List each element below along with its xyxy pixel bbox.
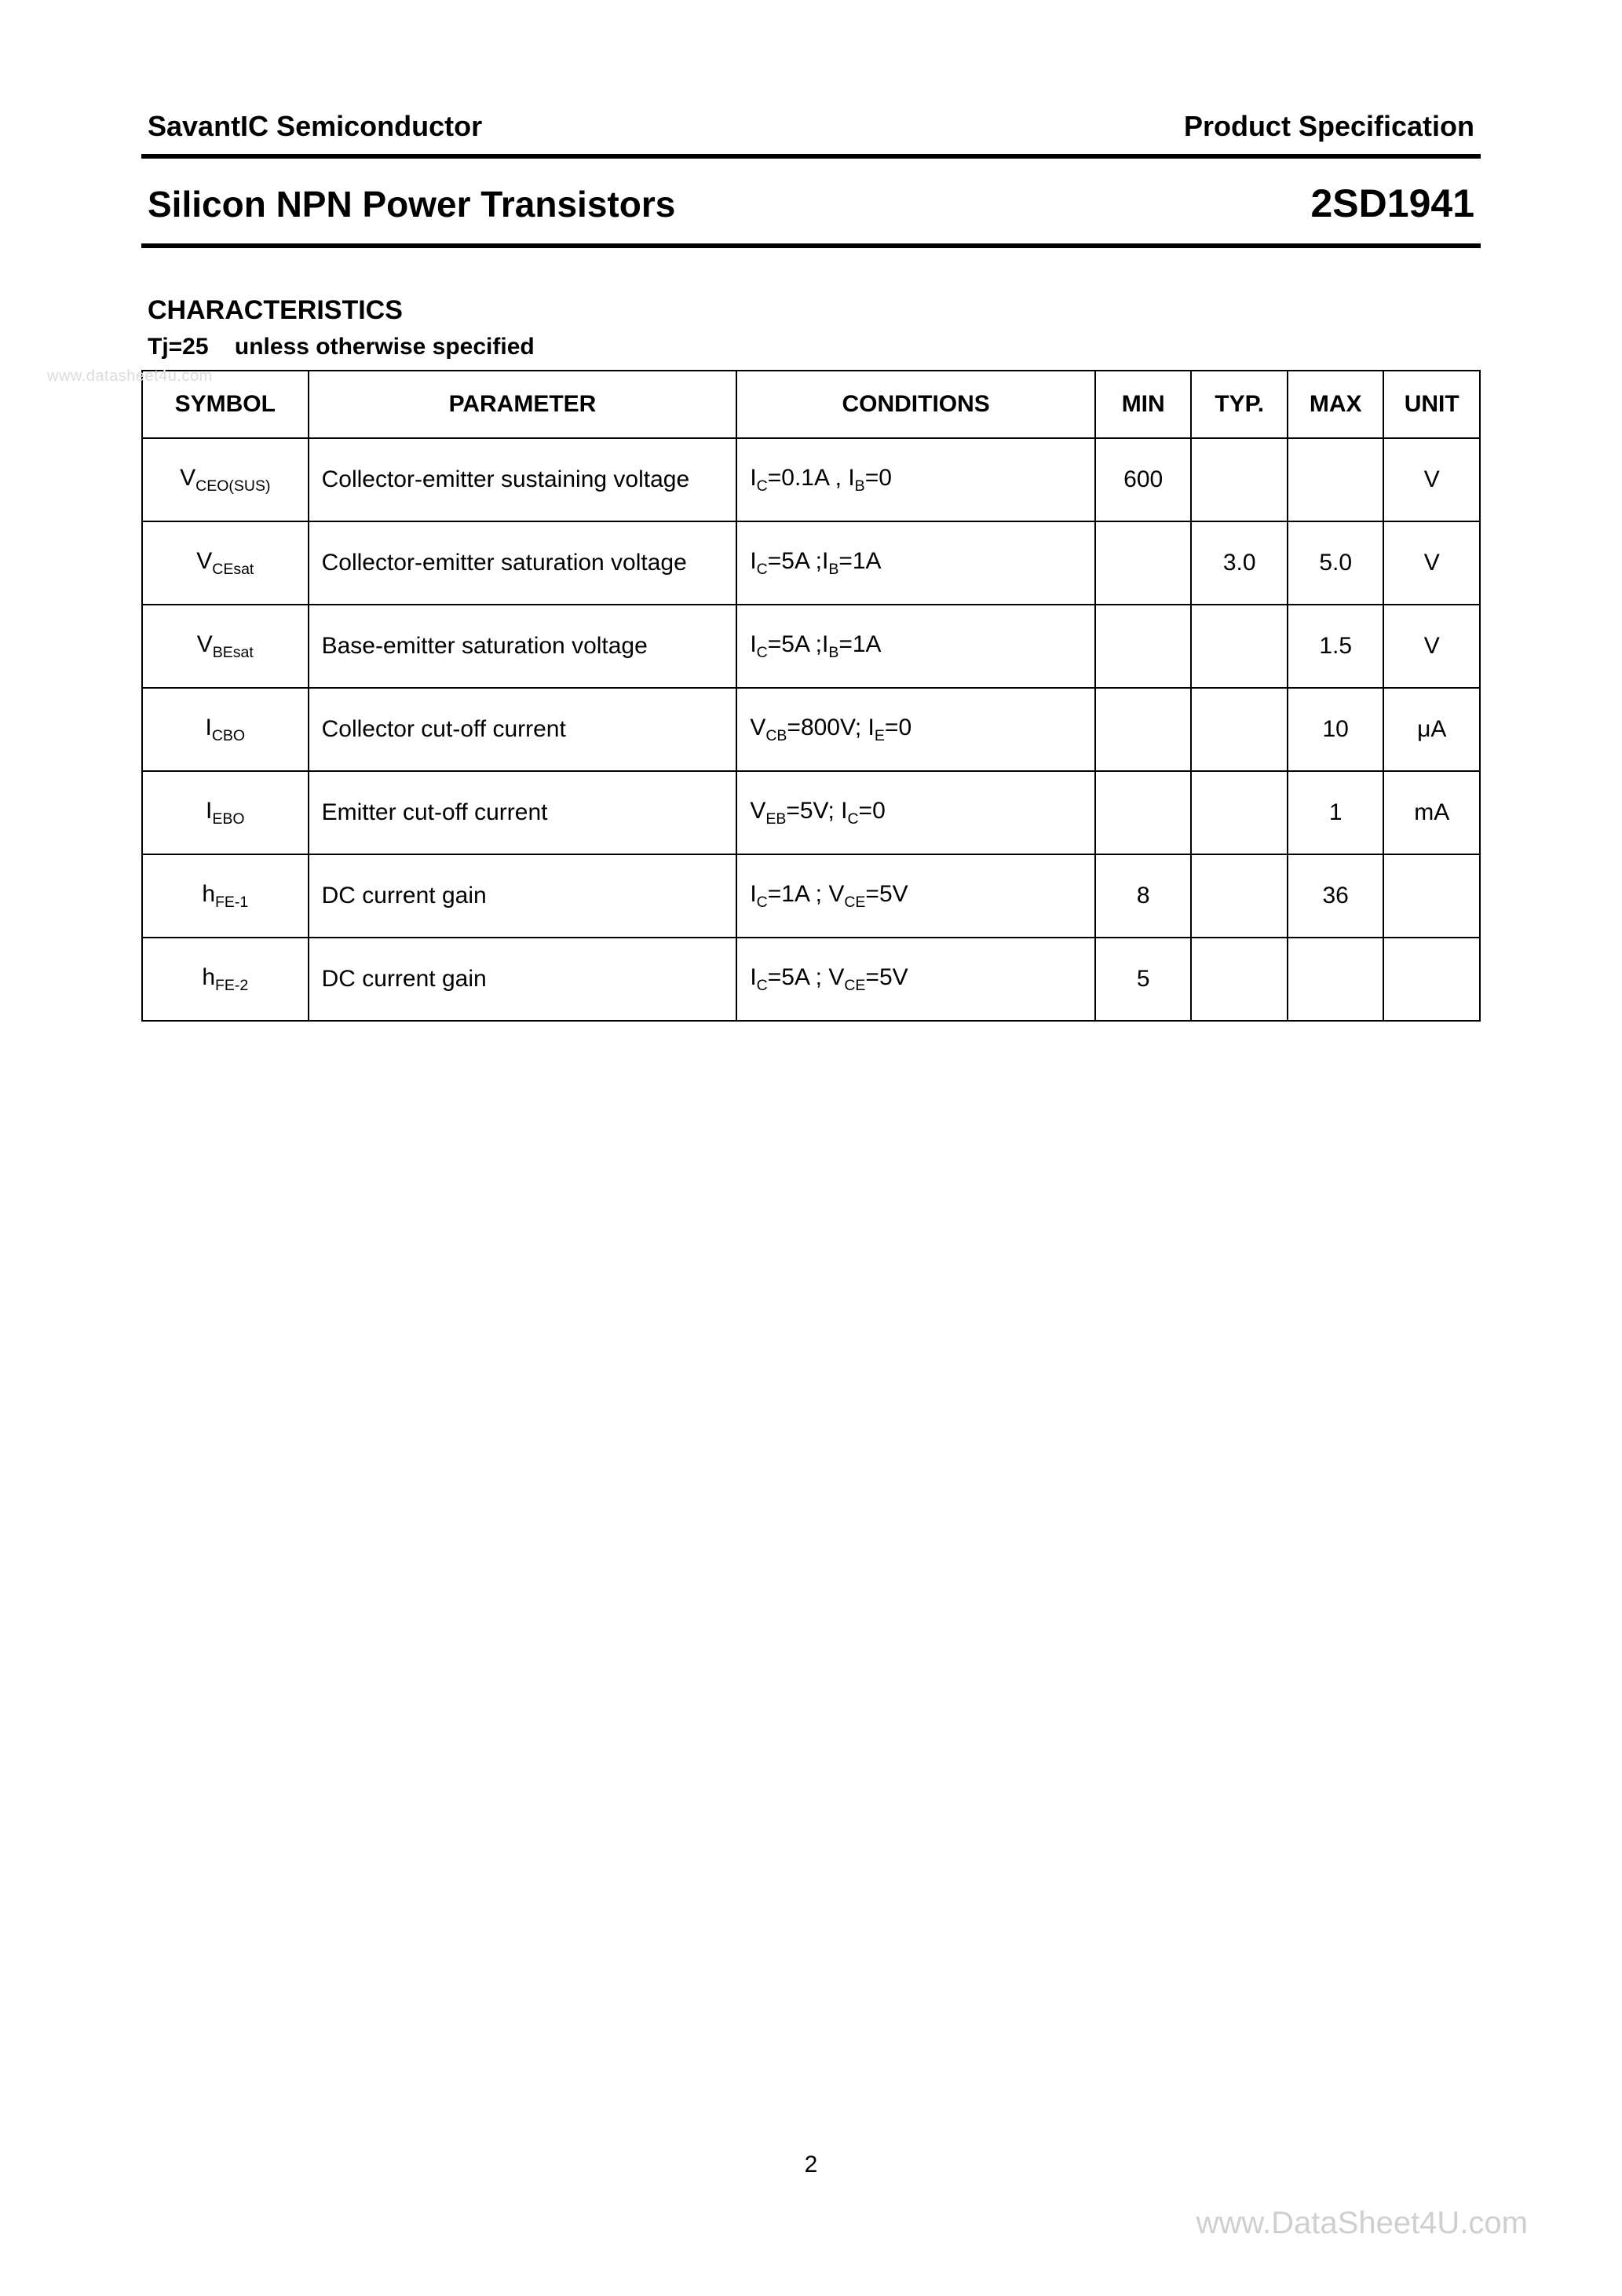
table-row: hFE-2DC current gainIC=5A ; VCE=5V5 [142,938,1480,1021]
cell-parameter: Collector-emitter saturation voltage [309,521,737,605]
part-number: 2SD1941 [1311,181,1475,226]
cell-min: 8 [1095,854,1192,938]
cell-typ: 3.0 [1191,521,1288,605]
cell-conditions: IC=5A ;IB=1A [736,521,1095,605]
table-row: ICBOCollector cut-off currentVCB=800V; I… [142,688,1480,771]
cell-unit: V [1383,438,1480,521]
col-parameter: PARAMETER [309,371,737,438]
table-row: hFE-1DC current gainIC=1A ; VCE=5V8 36 [142,854,1480,938]
cell-symbol: VBEsat [142,605,309,688]
company-name: SavantIC Semiconductor [148,110,482,143]
cell-typ [1191,771,1288,854]
cell-max: 5.0 [1288,521,1384,605]
cell-conditions: IC=5A ; VCE=5V [736,938,1095,1021]
cell-min [1095,688,1192,771]
col-unit: UNIT [1383,371,1480,438]
cell-min: 600 [1095,438,1192,521]
tj-value: Tj=25 [148,334,209,360]
cell-min [1095,521,1192,605]
product-spec-label: Product Specification [1184,110,1474,143]
table-header-row: SYMBOL PARAMETER CONDITIONS MIN TYP. MAX… [142,371,1480,438]
table-row: VBEsatBase-emitter saturation voltageIC=… [142,605,1480,688]
table-row: IEBOEmitter cut-off currentVEB=5V; IC=0 1… [142,771,1480,854]
cell-typ [1191,854,1288,938]
page-number: 2 [0,2152,1622,2178]
cell-conditions: VCB=800V; IE=0 [736,688,1095,771]
cell-conditions: IC=5A ;IB=1A [736,605,1095,688]
col-min: MIN [1095,371,1192,438]
cell-unit: V [1383,605,1480,688]
cell-min [1095,771,1192,854]
footer-watermark: www.DataSheet4U.com [1196,2206,1528,2241]
cell-max: 1.5 [1288,605,1384,688]
subheading-rest: unless otherwise specified [235,334,535,360]
cell-parameter: DC current gain [309,938,737,1021]
cell-max: 1 [1288,771,1384,854]
cell-conditions: IC=0.1A , IB=0 [736,438,1095,521]
characteristics-table: SYMBOL PARAMETER CONDITIONS MIN TYP. MAX… [141,370,1481,1022]
cell-typ [1191,438,1288,521]
cell-unit [1383,938,1480,1021]
cell-parameter: DC current gain [309,854,737,938]
cell-parameter: Base-emitter saturation voltage [309,605,737,688]
cell-unit: mA [1383,771,1480,854]
doc-title: Silicon NPN Power Transistors [148,183,675,225]
cell-typ [1191,688,1288,771]
cell-typ [1191,605,1288,688]
cell-max: 36 [1288,854,1384,938]
cell-parameter: Emitter cut-off current [309,771,737,854]
cell-symbol: VCEsat [142,521,309,605]
cell-symbol: hFE-2 [142,938,309,1021]
cell-parameter: Collector cut-off current [309,688,737,771]
title-rule [141,243,1481,248]
cell-min [1095,605,1192,688]
cell-symbol: ICBO [142,688,309,771]
col-typ: TYP. [1191,371,1288,438]
cell-typ [1191,938,1288,1021]
table-row: VCEsatCollector-emitter saturation volta… [142,521,1480,605]
cell-conditions: VEB=5V; IC=0 [736,771,1095,854]
cell-unit: V [1383,521,1480,605]
cell-unit [1383,854,1480,938]
cell-parameter: Collector-emitter sustaining voltage [309,438,737,521]
section-heading: CHARACTERISTICS [148,295,1481,326]
cell-conditions: IC=1A ; VCE=5V [736,854,1095,938]
cell-max [1288,438,1384,521]
cell-symbol: hFE-1 [142,854,309,938]
cell-symbol: IEBO [142,771,309,854]
cell-symbol: VCEO(SUS) [142,438,309,521]
section-subheading: Tj=25 unless otherwise specified [148,334,1481,360]
cell-max: 10 [1288,688,1384,771]
cell-min: 5 [1095,938,1192,1021]
side-watermark: www.datasheet4u.com [47,367,213,386]
col-max: MAX [1288,371,1384,438]
cell-max [1288,938,1384,1021]
col-conditions: CONDITIONS [736,371,1095,438]
cell-unit: μA [1383,688,1480,771]
table-row: VCEO(SUS)Collector-emitter sustaining vo… [142,438,1480,521]
